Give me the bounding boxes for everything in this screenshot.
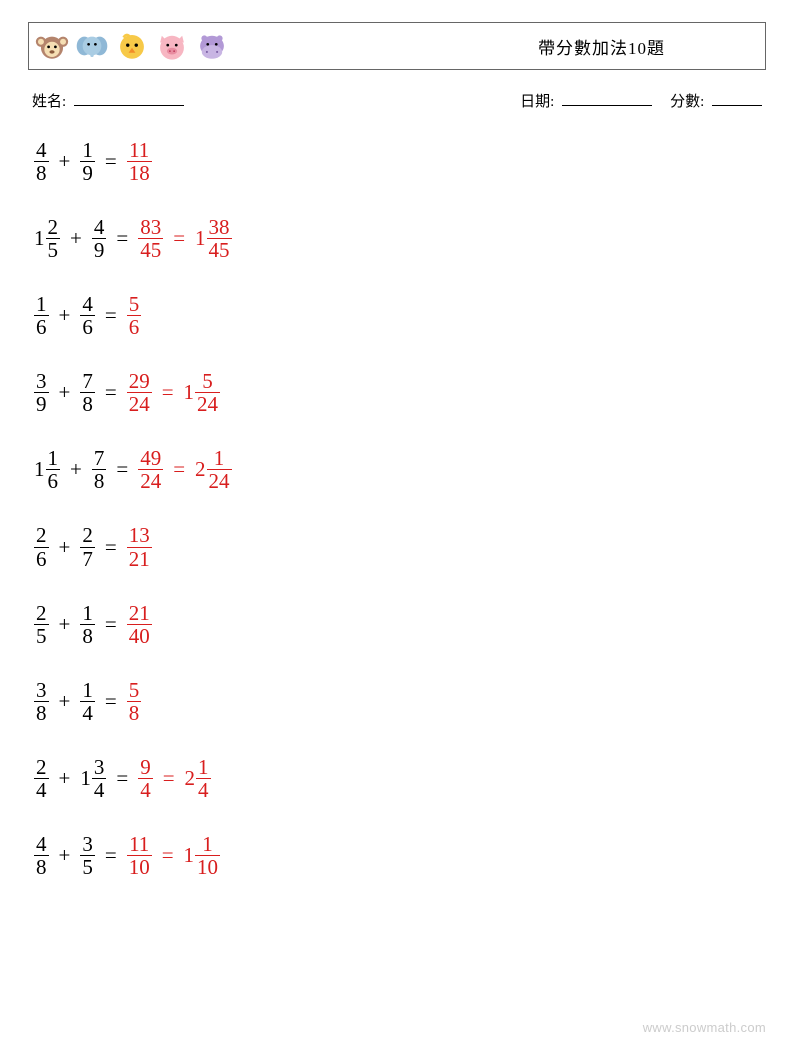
problem-row: 48+19=1118 <box>34 139 766 184</box>
elephant-icon <box>75 29 109 63</box>
equals-sign: = <box>105 537 117 558</box>
plus-sign: + <box>59 151 71 172</box>
answer: 58 <box>127 679 142 724</box>
chick-icon <box>115 29 149 63</box>
plus-sign: + <box>59 382 71 403</box>
plus-sign: + <box>59 845 71 866</box>
equals-sign: = <box>116 768 128 789</box>
pig-icon <box>155 29 189 63</box>
header-bar: 帶分數加法10題 <box>28 22 766 70</box>
name-label: 姓名: <box>32 94 66 110</box>
answer: 1110=1110 <box>127 833 220 878</box>
problem-row: 48+35=1110=1110 <box>34 833 766 878</box>
answer: 8345=13845 <box>138 216 231 261</box>
answer: 4924=2124 <box>138 447 231 492</box>
meta-row: 姓名: 日期: 分數: <box>32 90 762 111</box>
equals-sign: = <box>162 382 174 403</box>
plus-sign: + <box>59 691 71 712</box>
equals-sign: = <box>105 151 117 172</box>
plus-sign: + <box>59 305 71 326</box>
plus-sign: + <box>70 228 82 249</box>
equals-sign: = <box>105 382 117 403</box>
plus-sign: + <box>59 614 71 635</box>
equals-sign: = <box>162 845 174 866</box>
hippo-icon <box>195 29 229 63</box>
equals-sign: = <box>105 845 117 866</box>
problem-row: 25+18=2140 <box>34 602 766 647</box>
header-icons <box>35 29 229 63</box>
problem-row: 39+78=2924=1524 <box>34 370 766 415</box>
problem-row: 24+134=94=214 <box>34 756 766 801</box>
plus-sign: + <box>59 768 71 789</box>
answer: 56 <box>127 293 142 338</box>
problem-row: 16+46=56 <box>34 293 766 338</box>
problem-row: 125+49=8345=13845 <box>34 216 766 261</box>
score-underline <box>712 91 762 106</box>
date-label: 日期: <box>520 94 554 110</box>
equals-sign: = <box>105 305 117 326</box>
monkey-icon <box>35 29 69 63</box>
problem-row: 116+78=4924=2124 <box>34 447 766 492</box>
problem-list: 48+19=1118125+49=8345=1384516+46=5639+78… <box>34 139 766 878</box>
score-label: 分數: <box>670 94 704 110</box>
answer: 1118 <box>127 139 152 184</box>
equals-sign: = <box>116 459 128 480</box>
watermark: www.snowmath.com <box>643 1020 766 1035</box>
equals-sign: = <box>105 614 117 635</box>
date-field: 日期: <box>520 90 652 111</box>
problem-row: 26+27=1321 <box>34 524 766 569</box>
date-underline <box>562 91 652 106</box>
plus-sign: + <box>59 537 71 558</box>
equals-sign: = <box>163 768 175 789</box>
equals-sign: = <box>105 691 117 712</box>
name-field: 姓名: <box>32 90 184 111</box>
problem-row: 38+14=58 <box>34 679 766 724</box>
score-field: 分數: <box>670 90 762 111</box>
equals-sign: = <box>116 228 128 249</box>
equals-sign: = <box>173 228 185 249</box>
answer: 94=214 <box>138 756 210 801</box>
answer: 1321 <box>127 524 152 569</box>
answer: 2140 <box>127 602 152 647</box>
answer: 2924=1524 <box>127 370 220 415</box>
name-underline <box>74 91 184 106</box>
worksheet-title: 帶分數加法10題 <box>538 34 665 59</box>
equals-sign: = <box>173 459 185 480</box>
plus-sign: + <box>70 459 82 480</box>
